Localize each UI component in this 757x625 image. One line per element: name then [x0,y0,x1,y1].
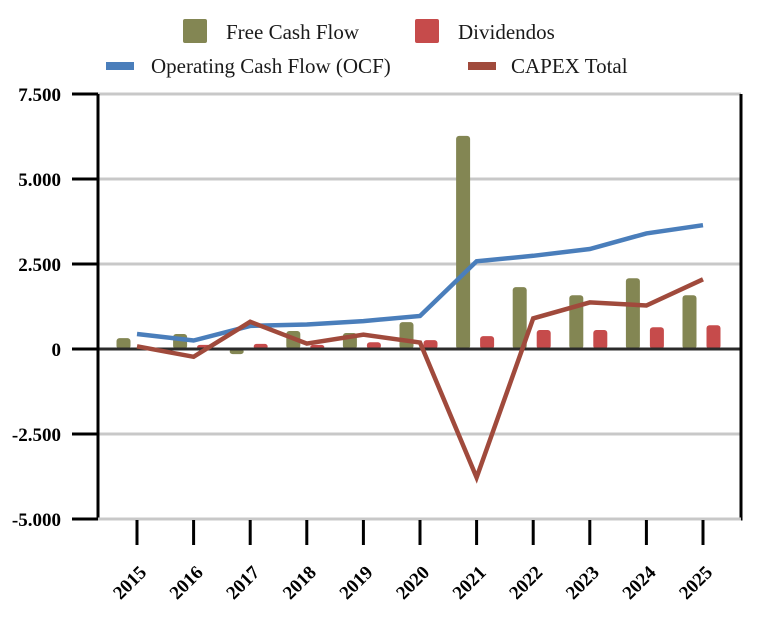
bar-dividendos-2025 [706,325,721,349]
y-tick-label: 0 [52,340,62,361]
legend-label-capex: CAPEX Total [511,54,628,78]
bar-free-cash-flow-2022 [512,287,527,349]
x-axis-ticks: 2015 2016 2017 2018 2019 2020 2021 2022 2023 2024… [109,520,717,604]
bar-dividendos-2021 [480,336,495,349]
bar-dividendos-2020 [423,340,438,349]
x-tick-label: 2024 [619,562,661,604]
x-tick-label: 2018 [279,562,321,604]
bars [116,135,721,355]
x-tick-label: 2015 [109,562,151,604]
x-tick-label: 2023 [562,562,604,604]
bar-dividendos-2024 [649,327,664,349]
y-tick-label: 2.500 [18,255,61,276]
y-tick-label: 5.000 [18,170,61,191]
x-tick-label: 2017 [222,562,264,604]
legend-label-free-cash-flow: Free Cash Flow [226,20,360,44]
bar-dividendos-2023 [593,329,608,349]
bar-free-cash-flow-2021 [456,135,471,349]
legend-swatch-ocf [106,62,134,70]
y-tick-label: 7.500 [18,85,61,106]
y-tick-label: -5.000 [12,510,61,531]
legend: Free Cash Flow Dividendos Operating Cash… [106,19,628,78]
x-tick-label: 2022 [505,562,547,604]
bar-dividendos-2022 [536,329,551,349]
legend-label-ocf: Operating Cash Flow (OCF) [151,54,391,78]
legend-label-dividendos: Dividendos [458,20,555,44]
bar-free-cash-flow-2025 [682,295,697,349]
bar-free-cash-flow-2024 [625,278,640,349]
line-operating-cash-flow-ocf [136,222,704,343]
legend-swatch-free-cash-flow [183,19,207,43]
legend-swatch-capex [468,62,496,70]
bar-free-cash-flow-2015 [116,338,131,349]
x-tick-label: 2019 [336,562,378,604]
bar-free-cash-flow-2020 [399,322,414,349]
x-tick-label: 2021 [449,562,491,604]
legend-swatch-dividendos [415,19,439,43]
x-tick-label: 2025 [675,562,717,604]
x-tick-label: 2016 [166,562,208,604]
bar-dividendos-2019 [366,342,381,349]
y-tick-label: -2.500 [12,425,61,446]
line-capex-total [136,277,704,484]
axes [96,94,743,521]
series-lines [136,222,704,484]
y-axis-ticks: 7.500 5.000 2.500 0 -2.500 -5.000 [12,85,98,531]
x-tick-label: 2020 [392,562,434,604]
